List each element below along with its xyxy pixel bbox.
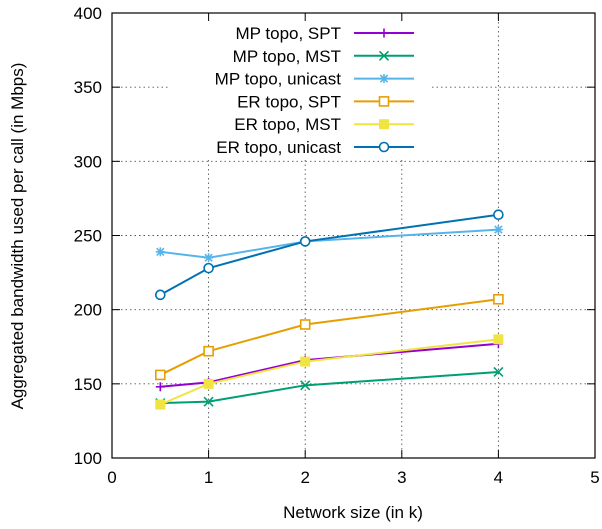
legend-entry-marker [378, 50, 390, 61]
series-line [160, 228, 499, 259]
y-tick-label: 250 [74, 227, 102, 246]
series-point [493, 209, 504, 221]
series-point [203, 262, 214, 274]
y-axis-label: Aggregated bandwidth used per call (in M… [8, 63, 27, 410]
legend: MP topo, SPT MP topo, MST MP topo, unicast… [215, 24, 414, 157]
legend-entry-label: ER topo, MST [234, 115, 341, 134]
series-line [159, 213, 499, 296]
series-point [155, 382, 165, 392]
legend-entry-label: ER topo, SPT [237, 92, 341, 111]
series-point [299, 236, 311, 247]
grid-lines [112, 13, 595, 458]
axis-ticks: 0 1 2 3 4 5 100 150 200 250 300 350 400 [74, 4, 600, 487]
legend-entry-label: ER topo, unicast [216, 138, 341, 157]
x-tick-label: 0 [107, 468, 116, 487]
series-line [160, 342, 499, 388]
x-tick-label: 4 [494, 468, 503, 487]
series-point [299, 319, 311, 330]
series-point [493, 334, 504, 345]
y-tick-label: 400 [74, 4, 102, 23]
series-point [155, 289, 166, 301]
x-tick-label: 3 [397, 468, 406, 487]
series-line [160, 370, 499, 405]
series-line [159, 298, 499, 376]
series-point [155, 399, 166, 410]
x-axis-label: Network size (in k) [283, 503, 423, 522]
series-point [300, 356, 311, 367]
legend-entry-marker [379, 74, 389, 84]
legend-entry-label: MP topo, SPT [235, 24, 341, 43]
plot-series [155, 209, 504, 410]
series-point [155, 369, 166, 381]
y-tick-label: 150 [74, 375, 102, 394]
legend-entry-label: MP topo, unicast [215, 70, 342, 89]
legend-entry-marker [379, 119, 389, 130]
legend-entry-label: MP topo, MST [233, 47, 341, 66]
series-point [203, 378, 214, 389]
legend-entry-marker [378, 141, 390, 153]
series-point [493, 293, 504, 305]
series-point [155, 247, 165, 257]
x-tick-label: 2 [300, 468, 309, 487]
series-point [300, 380, 311, 391]
series-point [203, 396, 214, 407]
y-tick-label: 300 [74, 152, 102, 171]
legend-entry-marker [379, 28, 389, 38]
x-tick-label: 1 [204, 468, 213, 487]
series-point [204, 253, 214, 263]
series-line [159, 338, 499, 406]
y-tick-label: 100 [74, 449, 102, 468]
y-tick-label: 200 [74, 301, 102, 320]
series-point [493, 225, 503, 235]
series-point [493, 366, 504, 378]
x-tick-label: 5 [590, 468, 599, 487]
series-point [203, 345, 214, 357]
legend-entry-marker [378, 96, 390, 107]
y-tick-label: 350 [74, 78, 102, 97]
